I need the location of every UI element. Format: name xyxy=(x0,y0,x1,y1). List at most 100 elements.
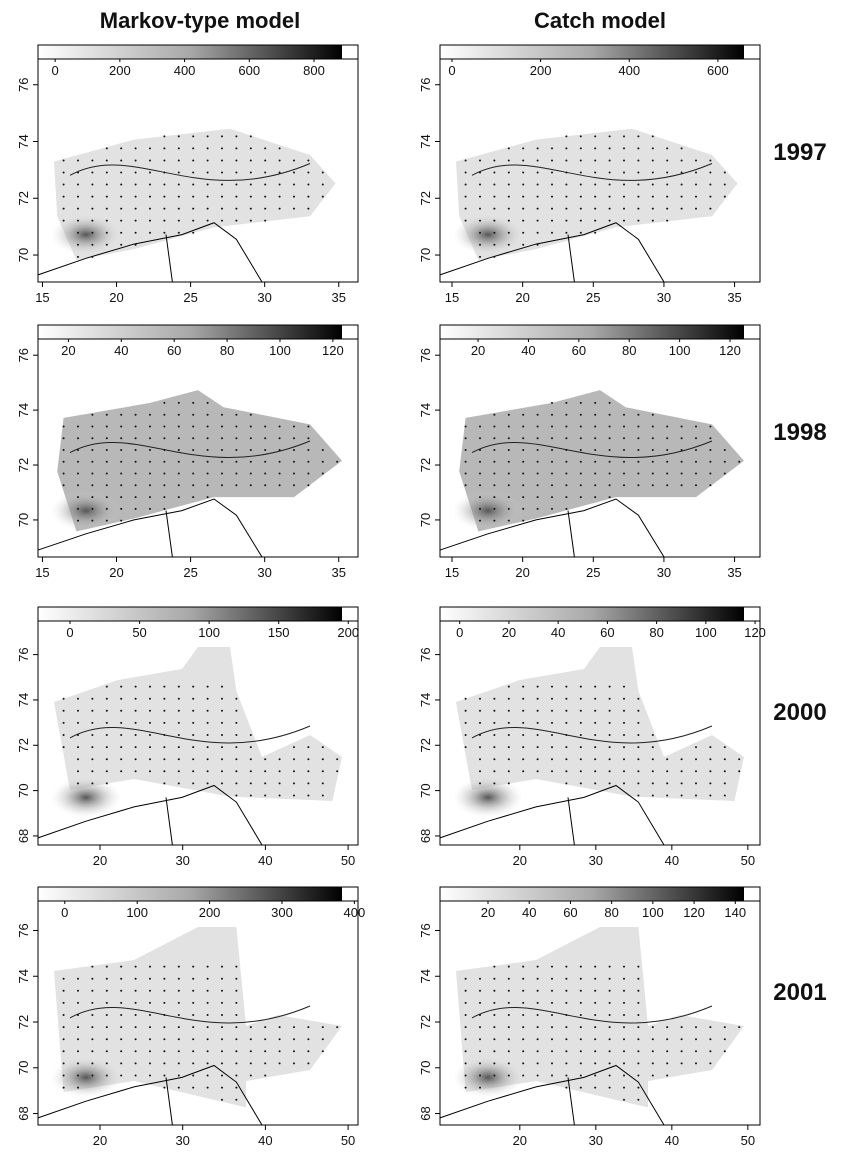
station-dot xyxy=(623,758,625,760)
station-dot xyxy=(77,473,79,475)
station-dot xyxy=(695,172,697,174)
station-dot xyxy=(163,220,165,222)
station-dot xyxy=(192,1014,194,1016)
station-dot xyxy=(77,990,79,992)
colorbar-tick-label: 0 xyxy=(52,63,59,78)
station-dot xyxy=(135,1062,137,1064)
station-dot xyxy=(493,990,495,992)
station-dot xyxy=(709,449,711,451)
station-dot xyxy=(77,1050,79,1052)
station-dot xyxy=(580,978,582,980)
colorbar-tick-label: 200 xyxy=(109,63,131,78)
station-dot xyxy=(336,758,338,760)
y-tick-label: 76 xyxy=(16,78,31,92)
station-dot xyxy=(508,734,510,736)
station-dot xyxy=(221,1062,223,1064)
station-dot xyxy=(63,698,65,700)
station-dot xyxy=(537,484,539,486)
station-dot xyxy=(221,1038,223,1040)
station-dot xyxy=(163,449,165,451)
station-dot xyxy=(163,135,165,137)
station-dot xyxy=(149,508,151,510)
station-dot xyxy=(493,698,495,700)
station-dot xyxy=(207,746,209,748)
station-dot xyxy=(666,795,668,797)
station-dot xyxy=(307,484,309,486)
station-dot xyxy=(120,1014,122,1016)
station-dot xyxy=(637,220,639,222)
station-dot xyxy=(508,473,510,475)
station-dot xyxy=(178,425,180,427)
station-dot xyxy=(522,520,524,522)
station-dot xyxy=(279,196,281,198)
x-tick-label: 50 xyxy=(741,1133,755,1148)
station-dot xyxy=(537,990,539,992)
station-dot xyxy=(609,734,611,736)
station-dot xyxy=(120,484,122,486)
station-dot xyxy=(609,159,611,161)
station-dot xyxy=(91,722,93,724)
station-dot xyxy=(279,184,281,186)
station-dot xyxy=(479,508,481,510)
station-dot xyxy=(637,710,639,712)
station-dot xyxy=(120,1062,122,1064)
station-dot xyxy=(178,196,180,198)
station-dot xyxy=(178,734,180,736)
station-dot xyxy=(106,232,108,234)
year-label: 2000 xyxy=(773,699,826,726)
station-dot xyxy=(479,978,481,980)
station-dot xyxy=(235,1062,237,1064)
station-dot xyxy=(623,437,625,439)
station-dot xyxy=(594,1014,596,1016)
station-dot xyxy=(465,698,467,700)
station-dot xyxy=(221,484,223,486)
station-dot xyxy=(537,1075,539,1077)
station-dot xyxy=(192,978,194,980)
station-dot xyxy=(594,414,596,416)
station-dot xyxy=(623,473,625,475)
station-dot xyxy=(522,990,524,992)
station-dot xyxy=(106,473,108,475)
station-dot xyxy=(163,782,165,784)
station-dot xyxy=(120,232,122,234)
station-dot xyxy=(666,1038,668,1040)
station-dot xyxy=(207,1062,209,1064)
station-dot xyxy=(537,232,539,234)
station-dot xyxy=(91,734,93,736)
station-dot xyxy=(63,473,65,475)
station-dot xyxy=(192,698,194,700)
station-dot xyxy=(221,746,223,748)
station-dot xyxy=(565,196,567,198)
station-dot xyxy=(479,159,481,161)
station-dot xyxy=(264,770,266,772)
station-dot xyxy=(207,1002,209,1004)
station-dot xyxy=(149,698,151,700)
station-dot xyxy=(666,437,668,439)
station-dot xyxy=(120,414,122,416)
station-dot xyxy=(77,496,79,498)
station-dot xyxy=(551,1014,553,1016)
station-dot xyxy=(580,449,582,451)
station-dot xyxy=(623,782,625,784)
station-dot xyxy=(666,425,668,427)
station-dot xyxy=(609,484,611,486)
station-dot xyxy=(522,758,524,760)
station-dot xyxy=(221,449,223,451)
station-dot xyxy=(163,208,165,210)
station-dot xyxy=(120,966,122,968)
station-dot xyxy=(565,484,567,486)
station-dot xyxy=(163,686,165,688)
station-dot xyxy=(508,172,510,174)
station-dot xyxy=(163,770,165,772)
station-dot xyxy=(465,461,467,463)
station-dot xyxy=(192,461,194,463)
station-dot xyxy=(163,496,165,498)
station-dot xyxy=(551,1002,553,1004)
station-dot xyxy=(307,437,309,439)
station-dot xyxy=(537,746,539,748)
station-dot xyxy=(522,484,524,486)
colorbar xyxy=(440,887,744,901)
station-dot xyxy=(91,698,93,700)
colorbar-tick-label: 200 xyxy=(530,63,552,78)
station-dot xyxy=(163,1087,165,1089)
